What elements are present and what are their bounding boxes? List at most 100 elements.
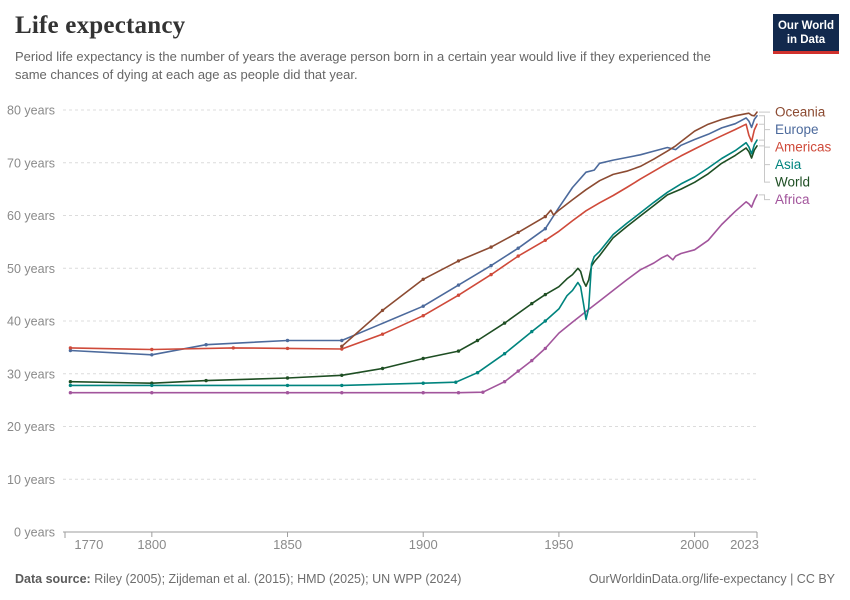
data-point-world-1945 <box>543 292 547 297</box>
data-point-asia-1900 <box>421 381 425 385</box>
legend-label-europe[interactable]: Europe <box>775 122 819 137</box>
x-tick-label-1770: 1770 <box>74 537 103 552</box>
data-point-world-1820 <box>204 378 208 383</box>
data-point-world-1920 <box>475 338 480 343</box>
data-point-oceania-1870 <box>340 344 344 348</box>
data-point-americas-1850 <box>285 346 290 351</box>
data-point-oceania-1913 <box>456 259 461 263</box>
series-line-europe[interactable] <box>69 115 758 356</box>
data-point-americas-1913 <box>456 293 461 297</box>
owid-logo-red-bar <box>773 51 839 54</box>
x-tick-label-1850: 1850 <box>273 537 302 552</box>
data-point-world-1913 <box>456 349 461 353</box>
data-point-asia-1940 <box>530 329 534 334</box>
data-point-africa-1945 <box>543 346 547 351</box>
data-point-world-1850 <box>285 376 290 380</box>
legend-label-world[interactable]: World <box>775 175 810 190</box>
x-tick-label-1900: 1900 <box>409 537 438 552</box>
data-point-oceania-1885 <box>380 308 385 313</box>
data-point-asia-1850 <box>285 383 290 388</box>
data-point-asia-1920 <box>475 371 480 375</box>
page-title: Life expectancy <box>15 12 186 39</box>
series-line-africa[interactable] <box>69 194 758 394</box>
data-point-world-1770 <box>68 380 73 384</box>
data-point-world-1930 <box>502 321 507 325</box>
data-point-africa-1930 <box>502 380 507 384</box>
data-point-americas-1925 <box>489 272 493 277</box>
data-point-europe-1850 <box>285 338 290 343</box>
chart-footer: Data source: Riley (2005); Zijdeman et a… <box>15 572 835 586</box>
series-line-americas[interactable] <box>69 123 758 351</box>
y-tick-label-40: 40 years <box>7 315 55 329</box>
series-line-world[interactable] <box>69 145 758 385</box>
legend-connector-world <box>759 145 770 183</box>
data-point-africa-1900 <box>421 391 425 395</box>
x-tick-label-2023: 2023 <box>730 537 759 552</box>
data-point-world-1870 <box>340 373 344 377</box>
owid-logo-line2: in Data <box>786 34 826 46</box>
legend-connector-americas <box>759 123 770 148</box>
data-point-europe-1913 <box>456 283 461 287</box>
data-source-list: Riley (2005); Zijdeman et al. (2015); HM… <box>90 572 462 586</box>
data-point-americas-1935 <box>516 254 520 258</box>
owid-url-license-link[interactable]: OurWorldinData.org/life-expectancy | CC … <box>588 572 835 586</box>
x-tick-label-1950: 1950 <box>544 537 573 552</box>
legend-label-asia[interactable]: Asia <box>775 157 802 172</box>
data-point-oceania-1900 <box>421 277 425 281</box>
owid-logo-line1: Our World <box>777 20 834 32</box>
x-tick-label-2000: 2000 <box>680 537 709 552</box>
series-line-oceania[interactable] <box>340 111 758 348</box>
legend-label-africa[interactable]: Africa <box>775 192 810 207</box>
data-source-note: Data source: Riley (2005); Zijdeman et a… <box>15 572 461 586</box>
owid-logo-text: Our World in Data <box>773 14 839 51</box>
series-line-asia[interactable] <box>69 139 758 387</box>
data-point-asia-1870 <box>340 383 344 388</box>
data-point-oceania-1935 <box>516 230 520 235</box>
y-tick-label-80: 80 years <box>7 104 55 118</box>
owid-logo[interactable]: Our World in Data <box>773 14 839 54</box>
data-point-world-1900 <box>421 356 425 361</box>
y-tick-label-20: 20 years <box>7 420 55 434</box>
legend-connector-europe <box>759 115 770 131</box>
data-point-americas-1900 <box>421 314 425 318</box>
data-point-oceania-1945 <box>543 214 547 219</box>
data-point-world-1885 <box>380 366 385 371</box>
data-point-asia-1930 <box>502 352 507 356</box>
y-tick-label-10: 10 years <box>7 473 55 487</box>
data-point-africa-1800 <box>150 391 154 395</box>
data-point-europe-1770 <box>68 348 73 353</box>
data-point-americas-1885 <box>380 332 385 336</box>
data-point-europe-1900 <box>421 304 425 308</box>
data-point-americas-1770 <box>68 346 73 350</box>
y-tick-label-70: 70 years <box>7 156 55 170</box>
data-point-world-1940 <box>530 301 534 306</box>
y-tick-label-30: 30 years <box>7 367 55 381</box>
data-point-americas-1870 <box>340 347 344 351</box>
data-point-americas-1800 <box>150 347 154 352</box>
data-point-africa-1770 <box>68 391 73 395</box>
data-point-asia-1945 <box>543 319 547 323</box>
data-point-africa-1922 <box>481 390 485 394</box>
y-tick-label-50: 50 years <box>7 262 55 276</box>
data-point-oceania-1925 <box>489 245 493 249</box>
legend-connector-africa <box>759 194 770 201</box>
y-tick-label-0: 0 years <box>14 526 55 540</box>
data-source-label: Data source: <box>15 572 91 586</box>
data-point-americas-1830 <box>231 346 235 350</box>
legend-label-americas[interactable]: Americas <box>775 140 832 155</box>
data-point-africa-1913 <box>456 391 461 395</box>
x-tick-label-1800: 1800 <box>137 537 166 552</box>
data-point-europe-1800 <box>150 353 154 357</box>
y-tick-label-60: 60 years <box>7 209 55 223</box>
data-point-asia-1912 <box>454 380 458 384</box>
data-point-africa-1850 <box>285 391 290 395</box>
legend-label-oceania[interactable]: Oceania <box>775 105 826 120</box>
data-point-africa-1935 <box>516 369 520 373</box>
data-point-asia-1770 <box>68 383 73 388</box>
data-point-europe-1945 <box>543 227 547 231</box>
data-point-americas-1945 <box>543 238 547 242</box>
chart-header: Life expectancy Period life expectancy i… <box>15 12 755 85</box>
data-point-europe-1935 <box>516 246 520 250</box>
data-point-africa-1870 <box>340 391 344 395</box>
